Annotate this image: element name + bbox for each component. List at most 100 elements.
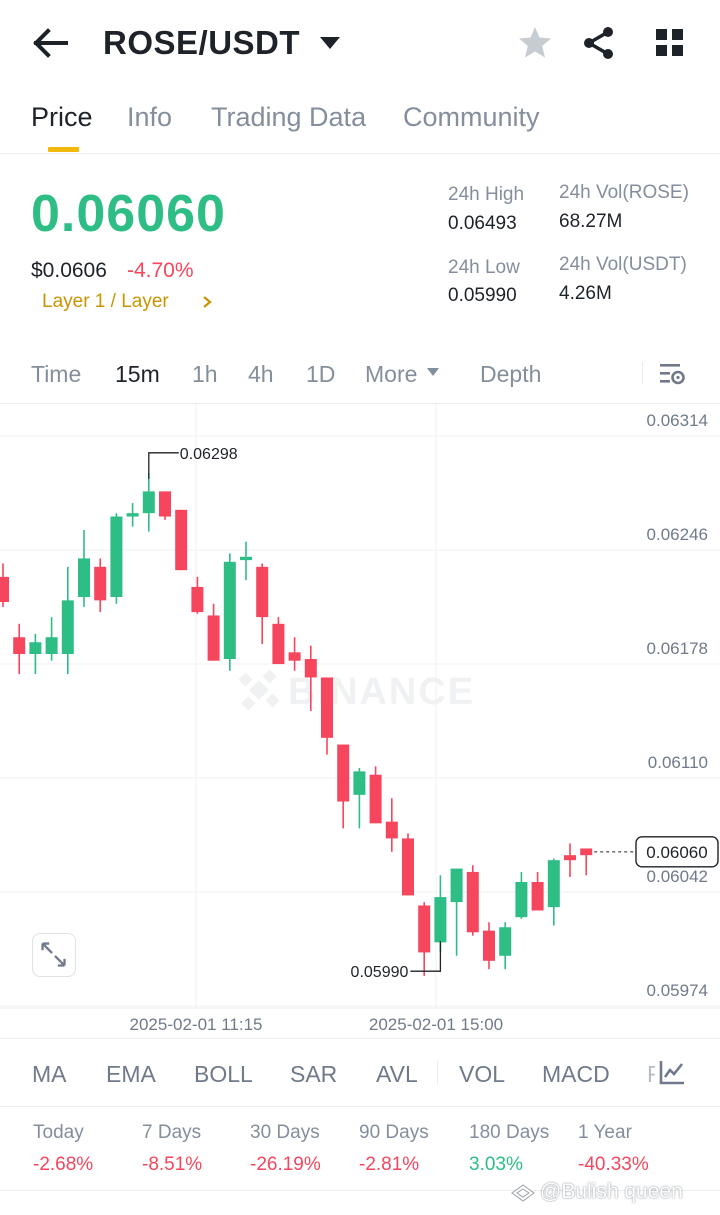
- indicator-sar[interactable]: SAR: [290, 1061, 338, 1087]
- chart-settings-icon[interactable]: [657, 360, 687, 388]
- low-value: 0.05990: [448, 285, 517, 306]
- indicator-ema[interactable]: EMA: [106, 1061, 156, 1087]
- perf-value-90d: -2.81%: [359, 1154, 420, 1175]
- candle-body: [29, 642, 42, 654]
- candle-body: [142, 491, 155, 514]
- interval-1d[interactable]: 1D: [306, 361, 336, 387]
- candle-body: [0, 576, 9, 603]
- indicator-settings-icon[interactable]: [658, 1058, 686, 1086]
- time-axis-label: 2025-02-01 15:00: [369, 1015, 503, 1034]
- candle-body: [483, 930, 495, 961]
- high-label: 24h High: [448, 184, 525, 205]
- vol-base-label: 24h Vol(ROSE): [559, 182, 689, 203]
- back-arrow-icon[interactable]: [30, 26, 70, 60]
- caret-down-icon[interactable]: [426, 367, 440, 377]
- candle-body: [272, 623, 285, 665]
- current-price-tag: [635, 836, 719, 868]
- high-marker-label: 0.06298: [180, 446, 238, 463]
- usd-price: $0.0606: [31, 259, 107, 282]
- low-label: 24h Low: [448, 257, 520, 278]
- indicator-avl[interactable]: AVL: [376, 1061, 418, 1087]
- candles: [0, 472, 593, 976]
- indicator-divider: [437, 1061, 438, 1085]
- high-marker-line: [148, 452, 179, 479]
- candle-body: [353, 771, 366, 795]
- candle-body: [240, 556, 252, 561]
- indicator-ma[interactable]: MA: [32, 1061, 67, 1087]
- candle-body: [45, 637, 58, 654]
- perf-value-30d: -26.19%: [250, 1154, 321, 1175]
- candle-body: [385, 821, 398, 839]
- candle-body: [256, 566, 269, 618]
- interval-more[interactable]: More: [365, 361, 418, 387]
- tab-community[interactable]: Community: [403, 102, 540, 132]
- price-axis-label: 0.06110: [648, 753, 708, 772]
- candle-body: [418, 905, 431, 953]
- candle-body: [499, 927, 512, 956]
- candle-body: [159, 491, 171, 517]
- interval-15m[interactable]: 15m: [115, 361, 160, 387]
- share-icon[interactable]: [580, 24, 618, 62]
- indicator-row-divider: [0, 1106, 720, 1107]
- perf-value-180d: 3.03%: [469, 1154, 523, 1175]
- active-tab-indicator: [48, 147, 79, 152]
- price-axis-label: 0.06246: [647, 525, 708, 544]
- star-icon[interactable]: [516, 24, 554, 62]
- tab-info[interactable]: Info: [127, 102, 173, 132]
- perf-value-today: -2.68%: [33, 1154, 94, 1175]
- perf-label-1y: 1 Year: [578, 1122, 632, 1143]
- price-axis-label: 0.06314: [647, 411, 708, 430]
- candle-body: [78, 558, 90, 597]
- category-link[interactable]: Layer 1 / Layer: [42, 291, 169, 312]
- candle-body: [13, 637, 26, 654]
- chart-top-border: [0, 403, 720, 404]
- credit-watermark: @Bulish queen: [540, 1180, 683, 1203]
- low-marker-label: 0.05990: [351, 964, 409, 981]
- candle-body: [466, 871, 479, 933]
- chevron-right-icon[interactable]: [200, 295, 214, 309]
- pair-title[interactable]: ROSE/USDT: [103, 24, 301, 61]
- tab-trading-data[interactable]: Trading Data: [211, 102, 367, 132]
- expand-chart-button[interactable]: [32, 933, 76, 977]
- perf-label-7d: 7 Days: [142, 1122, 202, 1143]
- price-axis-label: 0.06042: [647, 867, 708, 886]
- price-axis-label: 0.05974: [647, 981, 708, 1000]
- main-tabs: Price Info Trading Data Community: [0, 90, 720, 154]
- candle-body: [321, 677, 333, 738]
- indicator-vol[interactable]: VOL: [459, 1061, 506, 1087]
- top-bar: ROSE/USDT: [0, 0, 720, 86]
- perf-label-90d: 90 Days: [359, 1122, 429, 1143]
- high-value: 0.06493: [448, 213, 517, 234]
- chart-axes: 0.06314 0.06246 0.06178 0.06110 0.06042 0.059…: [130, 411, 708, 1034]
- grid-icon[interactable]: [651, 24, 689, 62]
- vol-quote-label: 24h Vol(USDT): [559, 254, 687, 275]
- candle-body: [207, 615, 220, 661]
- candle-body: [547, 860, 560, 908]
- last-price: 0.06060: [31, 185, 226, 243]
- credit-logo-icon: [511, 1184, 535, 1202]
- watermark-text: BINANCE: [288, 671, 475, 713]
- interval-1h[interactable]: 1h: [192, 361, 218, 387]
- candle-body: [450, 868, 463, 903]
- candle-body: [369, 774, 382, 824]
- indicator-macd[interactable]: MACD: [542, 1061, 610, 1087]
- candle-body: [337, 744, 350, 802]
- caret-down-icon[interactable]: [318, 34, 342, 52]
- perf-value-1y: -40.33%: [578, 1154, 649, 1175]
- candle-body: [110, 516, 123, 597]
- perf-value-7d: -8.51%: [142, 1154, 203, 1175]
- candle-body: [126, 513, 139, 517]
- interval-time[interactable]: Time: [31, 361, 82, 387]
- tab-price[interactable]: Price: [31, 102, 93, 132]
- candle-body: [434, 897, 447, 943]
- price-axis-label: 0.06178: [647, 639, 708, 658]
- candle-body: [531, 882, 544, 911]
- interval-depth[interactable]: Depth: [480, 361, 542, 387]
- performance-divider: [0, 1190, 720, 1191]
- indicator-boll[interactable]: BOLL: [194, 1061, 253, 1087]
- indicator-rsi-partial[interactable]: R: [647, 1061, 655, 1088]
- candle-body: [191, 586, 204, 613]
- interval-4h[interactable]: 4h: [248, 361, 274, 387]
- chart-watermark: BINANCE: [238, 669, 475, 713]
